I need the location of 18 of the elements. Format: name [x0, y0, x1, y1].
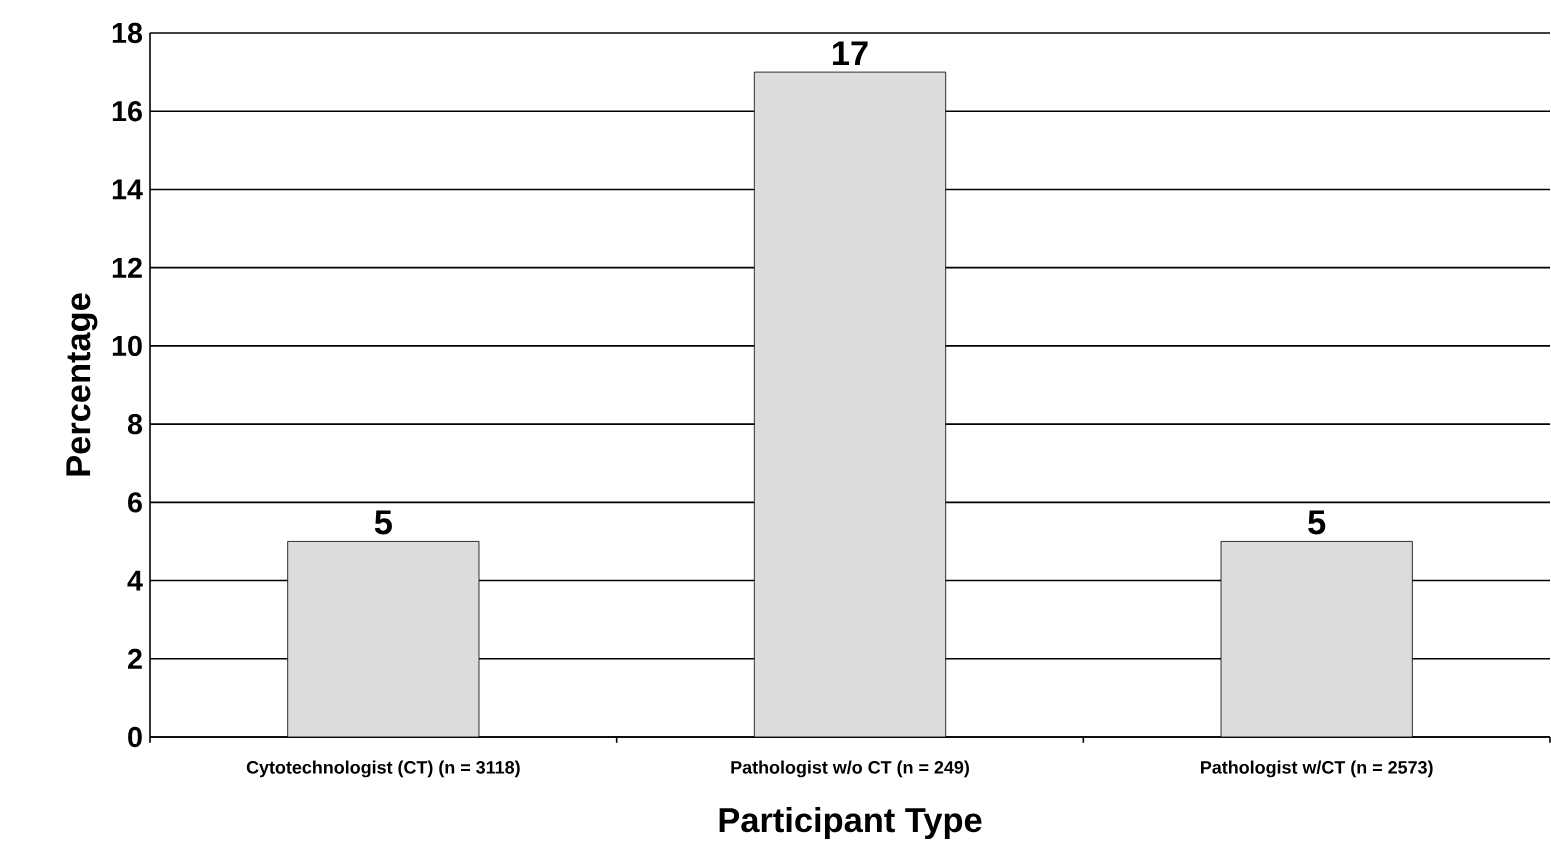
y-tick-label: 0 — [128, 726, 142, 748]
y-tick-label: 2 — [128, 648, 142, 669]
x-tick-label: Pathologist w/CT (n = 2573) — [1201, 760, 1433, 778]
y-tick-label: 4 — [127, 570, 143, 591]
x-tick-label: Pathologist w/o CT (n = 249) — [731, 760, 969, 778]
x-axis-title: Participant Type — [719, 807, 982, 840]
x-tick-label: Cytotechnologist (CT) (n = 3118) — [246, 760, 520, 778]
y-axis-title: Percentage — [66, 293, 98, 476]
y-tick-label: 18 — [112, 22, 143, 44]
data-label: 5 — [374, 510, 392, 535]
y-tick-label: 8 — [127, 413, 143, 435]
y-tick-label: 10 — [112, 335, 142, 357]
y-tick-label: 6 — [128, 492, 142, 513]
data-label: 17 — [833, 41, 868, 66]
y-tick-label: 16 — [112, 101, 142, 122]
y-tick-label: 14 — [112, 179, 143, 200]
y-tick-label: 12 — [112, 257, 142, 278]
data-label: 5 — [1308, 510, 1326, 535]
